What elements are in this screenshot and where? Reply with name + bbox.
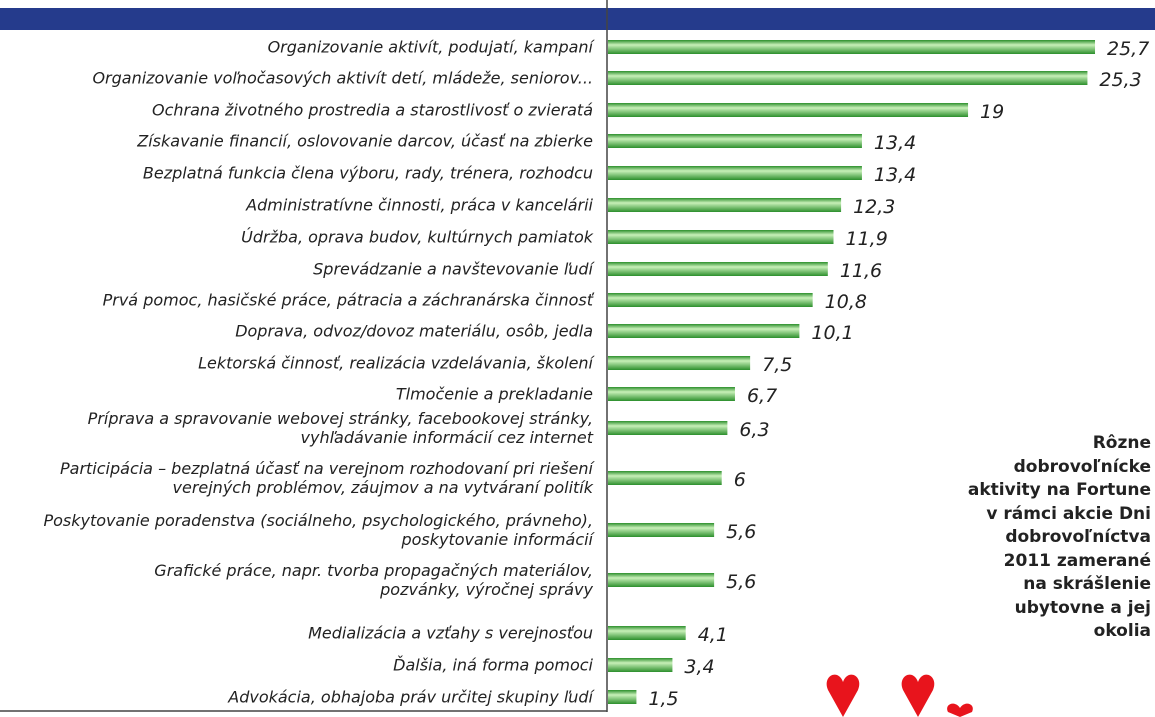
bar	[608, 690, 636, 704]
bar	[608, 71, 1087, 85]
value-label: 5,6	[726, 521, 756, 543]
category-label: Získavanie financií, oslovovanie darcov,…	[0, 132, 593, 151]
value-label: 3,4	[684, 656, 714, 678]
value-label: 1,5	[648, 688, 678, 710]
category-label: Grafické práce, napr. tvorba propagačnýc…	[0, 561, 593, 599]
hearts	[827, 675, 973, 717]
bar	[608, 134, 862, 148]
bar	[608, 230, 834, 244]
bar	[608, 658, 672, 672]
bar	[608, 198, 841, 212]
header-band	[0, 8, 1155, 30]
value-label: 7,5	[762, 354, 792, 376]
category-label: Administratívne činnosti, práca v kancel…	[0, 196, 593, 215]
category-label: Poskytovanie poradenstva (sociálneho, ps…	[0, 511, 593, 549]
value-label: 5,6	[726, 571, 756, 593]
bar	[608, 293, 813, 307]
bar	[608, 356, 750, 370]
category-label: Medializácia a vzťahy s verejnosťou	[0, 624, 593, 643]
value-label: 11,6	[840, 260, 882, 282]
category-label: Ďalšia, iná forma pomoci	[0, 656, 593, 675]
bar	[608, 626, 686, 640]
category-label: Bezplatná funkcia člena výboru, rady, tr…	[0, 164, 593, 183]
bar	[608, 387, 735, 401]
bar	[608, 166, 862, 180]
value-label: 13,4	[874, 164, 916, 186]
category-label: Údržba, oprava budov, kultúrnych pamiato…	[0, 228, 593, 247]
value-label: 19	[980, 101, 1004, 123]
category-label: Doprava, odvoz/dovoz materiálu, osôb, je…	[0, 322, 593, 341]
bar	[608, 471, 722, 485]
category-label: Ochrana životného prostredia a starostli…	[0, 101, 593, 120]
category-label: Organizovanie voľnočasových aktivít detí…	[0, 69, 593, 88]
bar	[608, 421, 727, 435]
value-label: 11,9	[846, 228, 888, 250]
bar	[608, 103, 968, 117]
category-label: Advokácia, obhajoba práv určitej skupiny…	[0, 688, 593, 707]
value-label: 10,8	[825, 291, 867, 313]
value-label: 13,4	[874, 132, 916, 154]
page: {"chart_data": {"type": "bar", "orientat…	[0, 0, 1155, 717]
value-label: 6,7	[747, 385, 777, 407]
value-label: 6	[734, 469, 746, 491]
category-label: Lektorská činnosť, realizácia vzdelávani…	[0, 354, 593, 373]
category-label: Prvá pomoc, hasičské práce, pátracia a z…	[0, 291, 593, 310]
value-label: 4,1	[698, 624, 728, 646]
value-label: 10,1	[811, 322, 853, 344]
value-label: 25,7	[1107, 38, 1149, 60]
category-label: Sprevádzanie a navštevovanie ľudí	[0, 260, 593, 279]
value-label: 25,3	[1099, 69, 1141, 91]
annotation: Rôzne dobrovoľnícke aktivity na Fortune …	[951, 432, 1151, 644]
category-label: Participácia – bezplatná účasť na verejn…	[0, 459, 593, 497]
category-label: Organizovanie aktivít, podujatí, kampaní	[0, 38, 593, 57]
category-label: Príprava a spravovanie webovej stránky, …	[0, 409, 593, 447]
bar	[608, 324, 799, 338]
bar	[608, 40, 1095, 54]
bar	[608, 262, 828, 276]
value-label: 12,3	[853, 196, 895, 218]
value-label: 6,3	[739, 419, 769, 441]
bar	[608, 573, 714, 587]
bar	[608, 523, 714, 537]
category-label: Tlmočenie a prekladanie	[0, 385, 593, 404]
